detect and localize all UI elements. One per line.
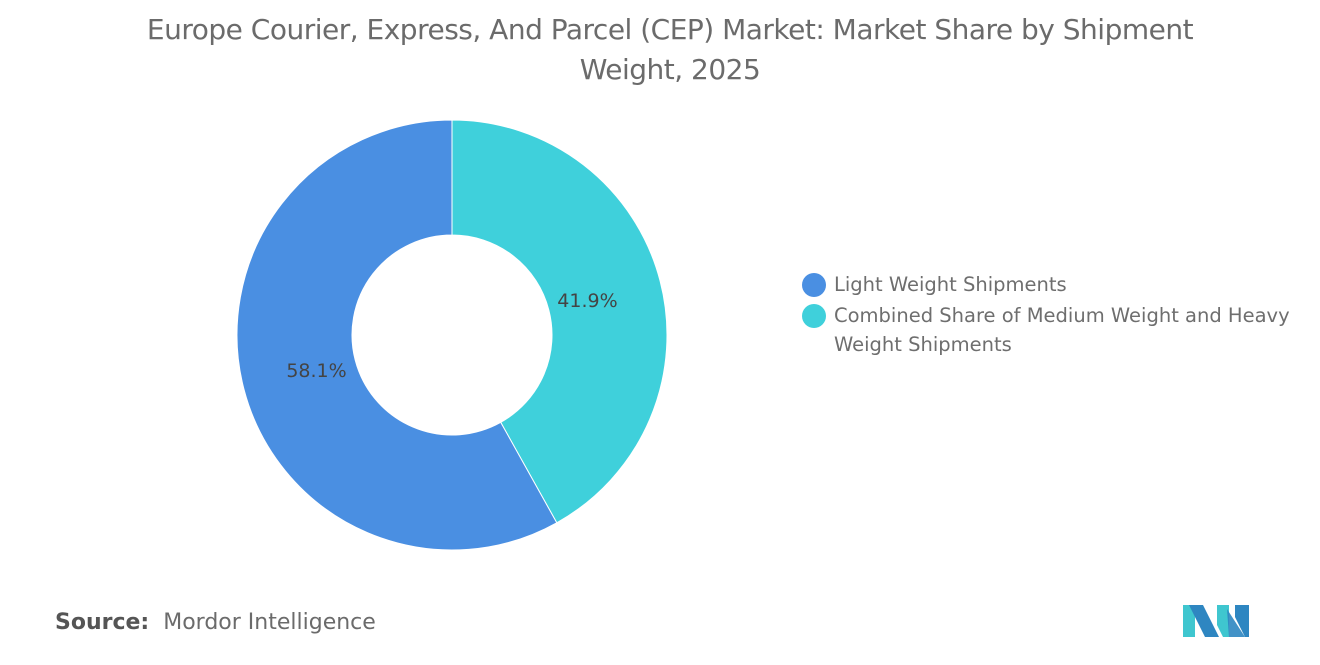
mordor-intelligence-logo: [1183, 605, 1249, 637]
source-label: Source:: [55, 610, 150, 635]
legend-swatch: [802, 273, 826, 297]
source-text: Mordor Intelligence: [163, 610, 376, 635]
donut-slice-1[interactable]: [451, 119, 668, 524]
legend: Light Weight Shipments Combined Share of…: [802, 270, 1317, 361]
legend-label: Light Weight Shipments: [834, 273, 1067, 296]
chart-title: Europe Courier, Express, And Parcel (CEP…: [146, 13, 1194, 86]
legend-label: Combined Share of Medium Weight and Heav…: [834, 304, 1290, 356]
legend-item-medium-heavy[interactable]: Combined Share of Medium Weight and Heav…: [802, 301, 1317, 359]
legend-item-light[interactable]: Light Weight Shipments: [802, 270, 1317, 299]
donut-slice-0[interactable]: [236, 119, 558, 551]
source-note: Source: Mordor Intelligence: [55, 610, 376, 635]
legend-swatch: [802, 304, 826, 328]
data-label-1: 41.9%: [557, 290, 617, 312]
data-label-0: 58.1%: [286, 360, 346, 382]
